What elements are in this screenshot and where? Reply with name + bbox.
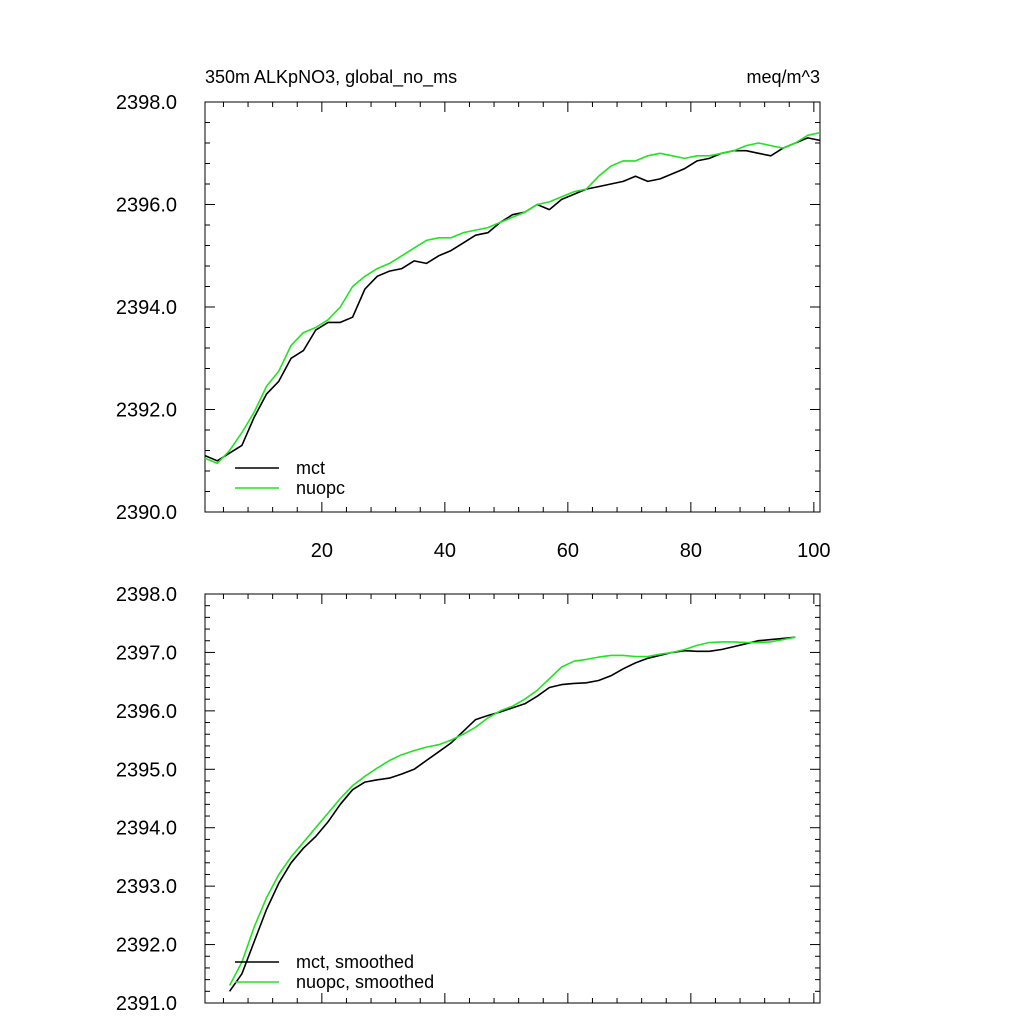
x-tick-label: 60	[557, 540, 579, 562]
series-line-nuopc	[204, 131, 821, 465]
legend-label: nuopc	[296, 478, 345, 498]
y-tick-label: 2396.0	[116, 701, 177, 723]
y-tick-label: 2392.0	[116, 400, 177, 422]
bottom-plot-frame	[204, 593, 821, 1004]
chart-title: 350m ALKpNO3, global_no_ms	[205, 67, 457, 88]
x-tick-label: 20	[311, 540, 333, 562]
x-tick-label: 40	[434, 540, 456, 562]
legend-label: mct, smoothed	[296, 952, 414, 972]
top-axis-ticks: 20 40 60 80 100 2390.0 2392.0 2394.0 2396.0 2398.…	[116, 92, 831, 562]
y-tick-label: 2398.0	[116, 584, 177, 606]
top-chart-panel: 350m ALKpNO3, global_no_ms meq/m^3 20 40 6…	[116, 67, 831, 562]
y-tick-label: 2394.0	[116, 297, 177, 319]
x-tick-label: 100	[797, 540, 830, 562]
y-tick-label: 2393.0	[116, 876, 177, 898]
series-line-nuopc-smoothed	[228, 636, 796, 986]
y-tick-label: 2397.0	[116, 642, 177, 664]
series-line-mct-smoothed	[228, 636, 796, 992]
bottom-axis-ticks: 2391.0 2392.0 2393.0 2394.0 2395.0 2396.0 2397…	[116, 584, 820, 1015]
y-tick-label: 2398.0	[116, 92, 177, 114]
y-tick-label: 2390.0	[116, 502, 177, 524]
units-label: meq/m^3	[747, 67, 820, 87]
bottom-chart-panel: 2391.0 2392.0 2393.0 2394.0 2395.0 2396.0 2397…	[116, 584, 821, 1015]
legend-label: mct	[296, 458, 325, 478]
legend-label: nuopc, smoothed	[296, 972, 434, 992]
series-line-mct	[204, 137, 821, 462]
y-tick-label: 2391.0	[116, 993, 177, 1015]
y-tick-label: 2392.0	[116, 935, 177, 957]
y-tick-label: 2394.0	[116, 818, 177, 840]
top-series-lines	[204, 131, 821, 465]
y-tick-label: 2395.0	[116, 759, 177, 781]
y-tick-label: 2396.0	[116, 195, 177, 217]
top-plot-frame	[204, 101, 821, 513]
bottom-series-lines	[228, 636, 796, 992]
x-tick-label: 80	[680, 540, 702, 562]
